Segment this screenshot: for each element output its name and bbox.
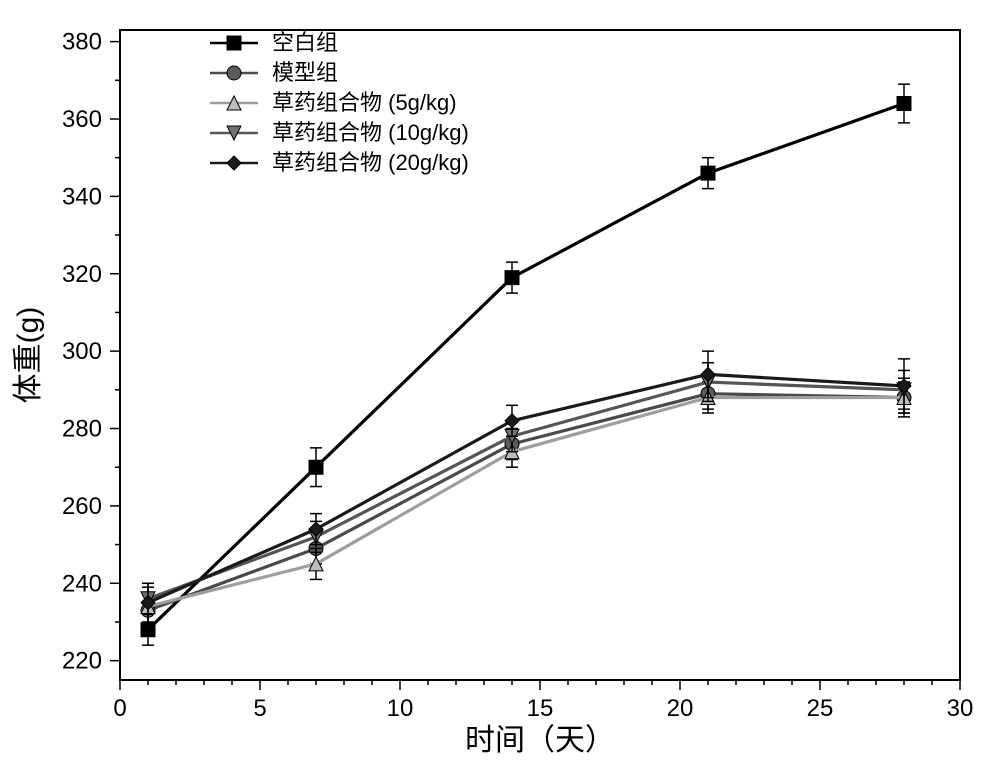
legend-marker-model [227,66,241,80]
marker-blank [701,166,715,180]
series-herb20 [141,351,911,622]
x-tick-label: 10 [387,695,414,722]
x-tick-label: 0 [113,695,126,722]
series-line-herb10 [148,382,904,599]
marker-blank [897,97,911,111]
marker-blank [309,460,323,474]
x-tick-label: 30 [947,695,974,722]
series-herb5 [141,378,911,626]
y-tick-label: 340 [62,183,102,210]
legend-marker-herb20 [227,156,241,170]
y-tick-label: 380 [62,29,102,56]
series-herb10 [141,363,911,614]
x-tick-label: 15 [527,695,554,722]
legend-label-herb10: 草药组合物 (10g/kg) [272,120,469,145]
legend: 空白组模型组草药组合物 (5g/kg) 草药组合物 (10g/kg) 草药组合物 (… [210,30,469,175]
legend-marker-blank [227,36,241,50]
x-tick-label: 5 [253,695,266,722]
x-tick-label: 20 [667,695,694,722]
chart-root: { "chart": { "type": "line", "width": 10… [0,0,1000,770]
y-tick-label: 240 [62,570,102,597]
y-tick-label: 220 [62,648,102,675]
x-axis-label: 时间（天） [465,724,615,757]
y-tick-label: 300 [62,338,102,365]
y-axis-label: 体重(g) [12,307,45,404]
legend-label-herb20: 草药组合物 (20g/kg) [272,150,469,175]
y-tick-label: 280 [62,416,102,443]
marker-blank [505,271,519,285]
legend-label-blank: 空白组 [272,30,338,55]
line-chart: 0 5 10 15 20 25 30 时间（天） 220 240 260 280 300 320 340 36… [0,0,1000,770]
y-tick-label: 320 [62,261,102,288]
legend-label-model: 模型组 [272,60,338,85]
series-model [141,378,911,626]
series-line-herb5 [148,398,904,607]
series-line-blank [148,104,904,630]
y-tick-label: 260 [62,493,102,520]
x-tick-label: 25 [807,695,834,722]
y-tick-label: 360 [62,106,102,133]
series-blank [141,84,911,645]
legend-label-herb5: 草药组合物 (5g/kg) [272,90,457,115]
marker-herb20 [505,414,519,428]
